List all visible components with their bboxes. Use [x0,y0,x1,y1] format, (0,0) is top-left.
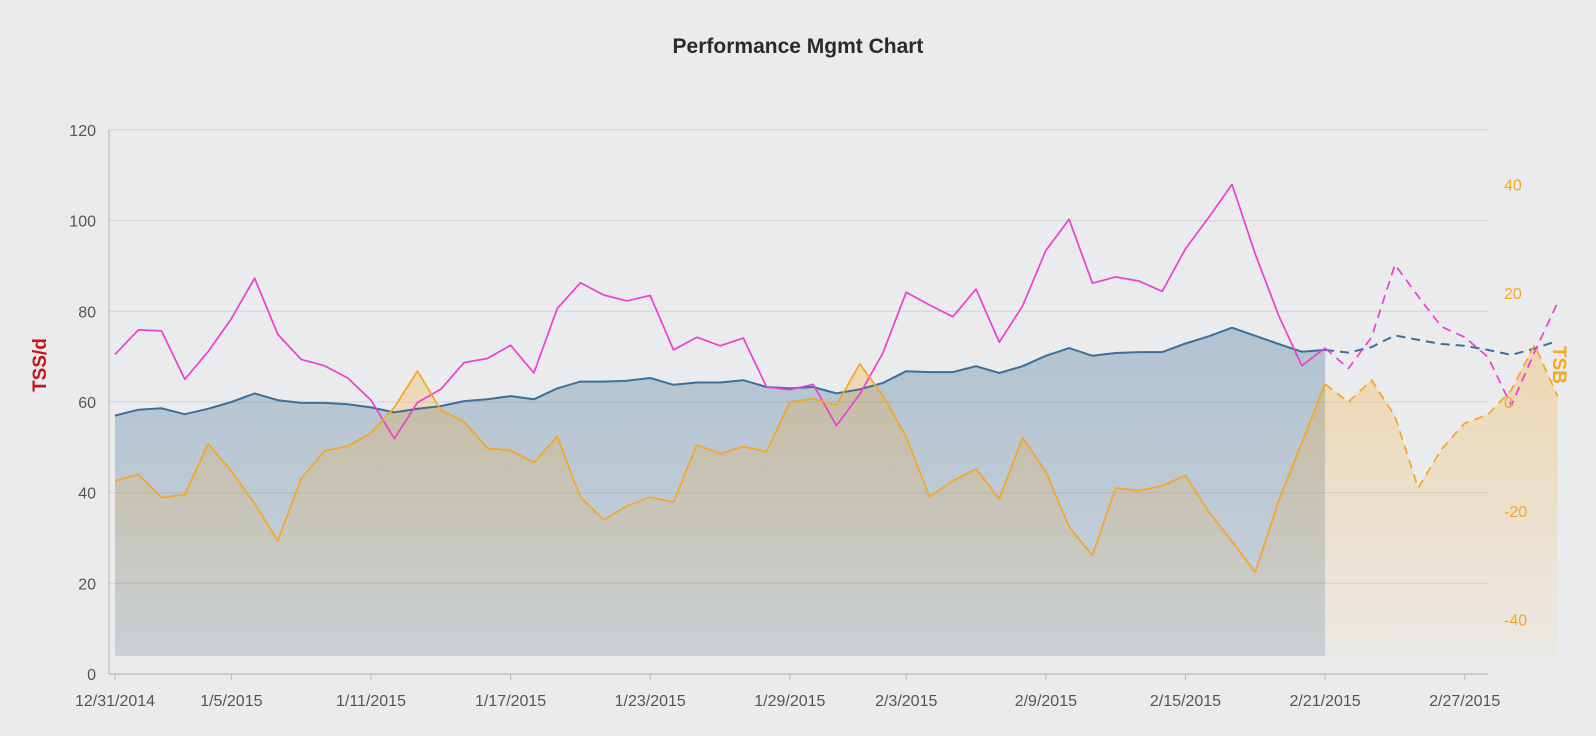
left-axis-ticks: 0 20 40 60 80 100 120 [69,123,96,684]
right-tick-label: 40 [1504,177,1522,194]
area-fills [115,327,1558,656]
x-tick-label: 2/15/2015 [1150,693,1221,710]
x-tick-label: 1/17/2015 [475,693,546,710]
left-tick-label: 20 [78,576,96,593]
x-tick-label: 1/5/2015 [200,693,262,710]
x-tick-label: 2/9/2015 [1015,693,1077,710]
fitness-line-planned [1324,334,1559,356]
x-tick-label: 1/23/2015 [615,693,686,710]
x-tick-label: 2/3/2015 [875,693,937,710]
x-axis-ticks: 12/31/2014 1/5/2015 1/11/2015 1/17/2015 1/23… [75,693,1500,710]
form-line [114,363,1326,574]
fitness-line [114,326,1326,417]
x-tick-label: 2/27/2015 [1429,693,1500,710]
x-tick-label: 12/31/2014 [75,693,155,710]
fatigue-line [114,183,1326,440]
x-tick-label: 2/21/2015 [1290,693,1361,710]
left-axis-label: TSS/d [30,338,51,392]
x-tick-label: 1/11/2015 [336,693,406,710]
x-tick-label: 1/29/2015 [754,693,825,710]
right-tick-label: -20 [1504,504,1527,521]
right-tick-label: 20 [1504,286,1522,303]
left-tick-label: 40 [78,486,96,503]
form-area [115,344,1558,656]
right-axis-ticks: -40 -20 0 20 40 [1504,177,1527,629]
fatigue-line-planned [1324,263,1559,407]
right-tick-label: 0 [1504,395,1513,412]
left-tick-label: 100 [69,214,96,231]
left-tick-label: 60 [78,395,96,412]
chart-title: Performance Mgmt Chart [673,35,924,58]
series-lines [114,183,1559,574]
axes [108,130,1488,680]
left-tick-label: 120 [69,123,96,140]
left-tick-label: 0 [87,667,96,684]
right-axis-label: TSB [1548,346,1569,384]
left-tick-label: 80 [78,304,96,321]
right-tick-label: -40 [1504,613,1527,630]
form-line-planned [1324,344,1559,489]
